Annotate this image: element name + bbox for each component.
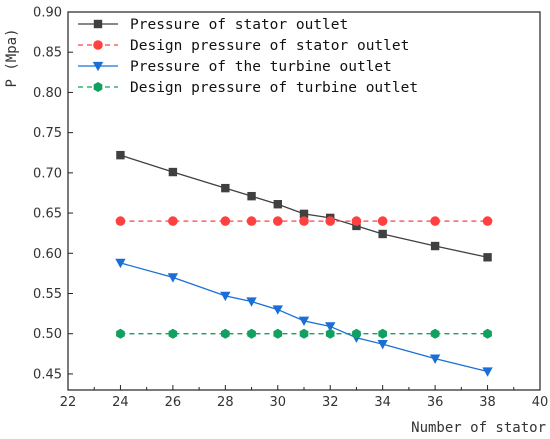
- series-3-point: [429, 354, 441, 364]
- series-3-point: [246, 297, 257, 307]
- y-tick-label: 0.60: [33, 247, 62, 262]
- y-tick-label: 0.45: [33, 367, 62, 382]
- series-1-point: [352, 221, 361, 231]
- series-4-point: [168, 328, 178, 339]
- x-tick-label: 28: [217, 395, 234, 410]
- series-4-point: [430, 328, 440, 339]
- legend-marker-2: [93, 40, 103, 50]
- series-4-point: [221, 328, 230, 339]
- legend-label-3: Pressure of the turbine outlet: [130, 59, 392, 75]
- legend-label-1: Pressure of stator outlet: [130, 17, 348, 33]
- series-4-point: [483, 328, 492, 339]
- y-tick-label: 0.65: [33, 207, 62, 222]
- legend-marker-4: [93, 82, 103, 92]
- series-4-point: [299, 328, 309, 339]
- series-2-point: [246, 216, 257, 226]
- series-2-point: [115, 216, 126, 226]
- x-tick-label: 34: [374, 395, 391, 410]
- legend-label-4: Design pressure of turbine outlet: [130, 80, 418, 96]
- series-2-point: [482, 216, 493, 226]
- legend-marker-3: [92, 61, 104, 72]
- series-1-point: [247, 191, 256, 201]
- series-2-point: [168, 216, 178, 226]
- series-4-point: [273, 328, 283, 339]
- y-tick-label: 0.80: [33, 86, 62, 101]
- x-tick-label: 22: [60, 395, 77, 410]
- x-tick-label: 40: [532, 395, 549, 410]
- x-axis-label: Number of stator: [411, 420, 546, 436]
- series-2-point: [377, 216, 388, 226]
- series-3-point: [377, 339, 388, 350]
- y-tick-label: 0.55: [33, 287, 62, 302]
- series-2-point: [351, 216, 362, 226]
- series-2-point: [272, 216, 283, 226]
- x-tick-label: 24: [112, 395, 129, 410]
- series-1-point: [273, 200, 282, 209]
- x-tick-label: 30: [270, 395, 287, 410]
- series-1-point: [299, 209, 309, 219]
- x-tick-label: 26: [165, 395, 182, 410]
- series-1-point: [221, 183, 230, 193]
- x-tick-label: 36: [427, 395, 444, 410]
- series-3-point: [167, 273, 179, 283]
- series-3-point: [298, 316, 310, 327]
- legend-marker-1: [93, 19, 103, 29]
- series-3-point: [325, 322, 336, 332]
- x-tick-label: 38: [479, 395, 496, 410]
- y-axis-label: P (Mpa): [4, 28, 20, 87]
- y-tick-label: 0.75: [33, 126, 62, 141]
- series-3-point: [482, 367, 493, 377]
- series-2-point: [430, 216, 440, 226]
- series-4-point: [325, 328, 335, 339]
- y-tick-label: 0.70: [33, 166, 62, 181]
- series-1-point: [116, 150, 125, 160]
- y-tick-label: 0.85: [33, 46, 62, 61]
- series-1-point: [378, 229, 387, 239]
- series-1-point: [168, 167, 178, 177]
- series-1-point: [483, 253, 492, 262]
- series-2-point: [325, 216, 336, 226]
- series-3-point: [115, 258, 126, 269]
- series-1-point: [430, 241, 440, 251]
- series-4-point: [116, 328, 125, 339]
- series-2-point: [299, 216, 309, 226]
- y-tick-label: 0.50: [33, 327, 62, 342]
- series-4-point: [352, 328, 361, 339]
- series-4-point: [378, 328, 387, 339]
- y-tick-label: 0.90: [33, 6, 62, 21]
- series-3-point: [220, 291, 231, 302]
- series-3-point: [272, 305, 283, 315]
- x-tick-label: 32: [322, 395, 339, 410]
- legend-label-2: Design pressure of stator outlet: [130, 38, 409, 54]
- series-2-point: [220, 216, 231, 226]
- series-4-point: [247, 328, 256, 339]
